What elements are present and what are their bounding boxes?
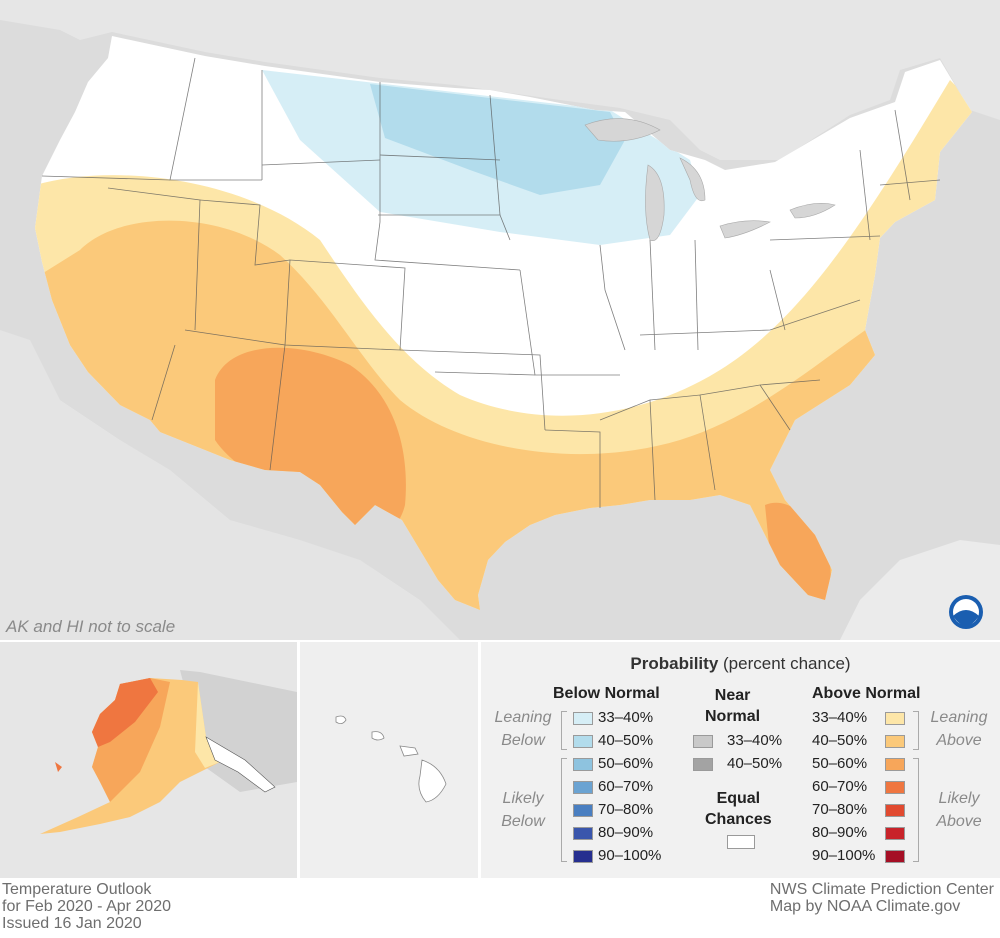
hawaii-map [300,642,478,878]
contiguous-us-temperature-map: AK and HI not to scale [0,0,1000,640]
credit-line-2: Map by NOAA Climate.gov [769,898,961,915]
near-normal-swatch-0 [693,735,713,748]
leaning-below-bracket [561,711,567,750]
caption-line-1: Temperature Outlook [2,881,152,898]
likely-above-bracket [913,758,919,862]
caption-line-2: for Feb 2020 - Apr 2020 [2,898,171,915]
leaning-above-label: Leaning Above [930,709,988,749]
above-normal-label-6: 90–100% [812,847,876,864]
above-normal-swatch-6 [885,850,905,863]
equal-chances-heading: Equal Chances [705,790,772,828]
near-normal-label-1: 40–50% [727,755,783,772]
below-normal-swatch-6 [573,850,593,863]
credit-line-1: NWS Climate Prediction Center [769,881,994,898]
below-normal-40-50-region [370,84,625,195]
below-normal-swatch-2 [573,758,593,771]
legend-title-bold: Probability [630,654,719,673]
near-normal-heading: Near Normal [705,687,761,725]
near-normal-swatch-1 [693,758,713,771]
leaning-above-bracket [913,711,919,750]
great-lakes [584,118,836,241]
above-normal-swatch-4 [885,804,905,817]
above-normal-label-1: 40–50% [812,732,868,749]
below-normal-heading: Below Normal [553,685,660,702]
probability-legend: Probability (percent chance) Below Norma… [481,642,1000,878]
above-normal-swatch-5 [885,827,905,840]
caption-line-3: Issued 16 Jan 2020 [2,915,142,932]
likely-below-bracket [561,758,567,862]
above-normal-label-5: 80–90% [812,824,868,841]
outlook-caption: Temperature Outlook for Feb 2020 - Apr 2… [2,881,171,932]
legend-title-rest: (percent chance) [718,654,851,673]
below-normal-swatch-1 [573,735,593,748]
below-normal-label-2: 50–60% [598,755,654,772]
below-normal-label-3: 60–70% [598,778,654,795]
below-normal-swatch-0 [573,712,593,725]
below-normal-swatch-4 [573,804,593,817]
below-normal-label-5: 80–90% [598,824,654,841]
above-normal-label-3: 60–70% [812,778,868,795]
below-normal-label-1: 40–50% [598,732,654,749]
maui-island [399,745,419,757]
leaning-below-label: Leaning Below [494,709,552,749]
below-normal-label-4: 70–80% [598,801,654,818]
below-normal-label-6: 90–100% [598,847,662,864]
above-normal-swatch-2 [885,758,905,771]
above-normal-swatch-0 [885,712,905,725]
above-normal-label-4: 70–80% [812,801,868,818]
oahu-island [371,731,385,741]
above-normal-label-2: 50–60% [812,755,868,772]
state-boundaries [41,57,941,508]
equal-chances-swatch [727,835,755,849]
southwest-50-60-region [215,347,406,535]
below-normal-swatch-5 [573,827,593,840]
credit-caption: NWS Climate Prediction Center Map by NOA… [770,881,994,915]
above-normal-label-0: 33–40% [812,709,868,726]
florida-50-60-region [765,502,832,600]
near-normal-label-0: 33–40% [727,732,783,749]
alaska-map [0,642,297,878]
noaa-logo [949,595,983,629]
legend-title: Probability (percent chance) [481,654,1000,674]
below-normal-swatch-3 [573,781,593,794]
scale-note: AK and HI not to scale [5,617,175,636]
likely-above-label: Likely Above [936,790,982,830]
below-normal-label-0: 33–40% [598,709,654,726]
kauai-island [335,715,347,724]
above-normal-swatch-3 [885,781,905,794]
above-normal-swatch-1 [885,735,905,748]
above-normal-heading: Above Normal [812,685,921,702]
big-island [418,759,447,803]
likely-below-label: Likely Below [501,790,545,830]
